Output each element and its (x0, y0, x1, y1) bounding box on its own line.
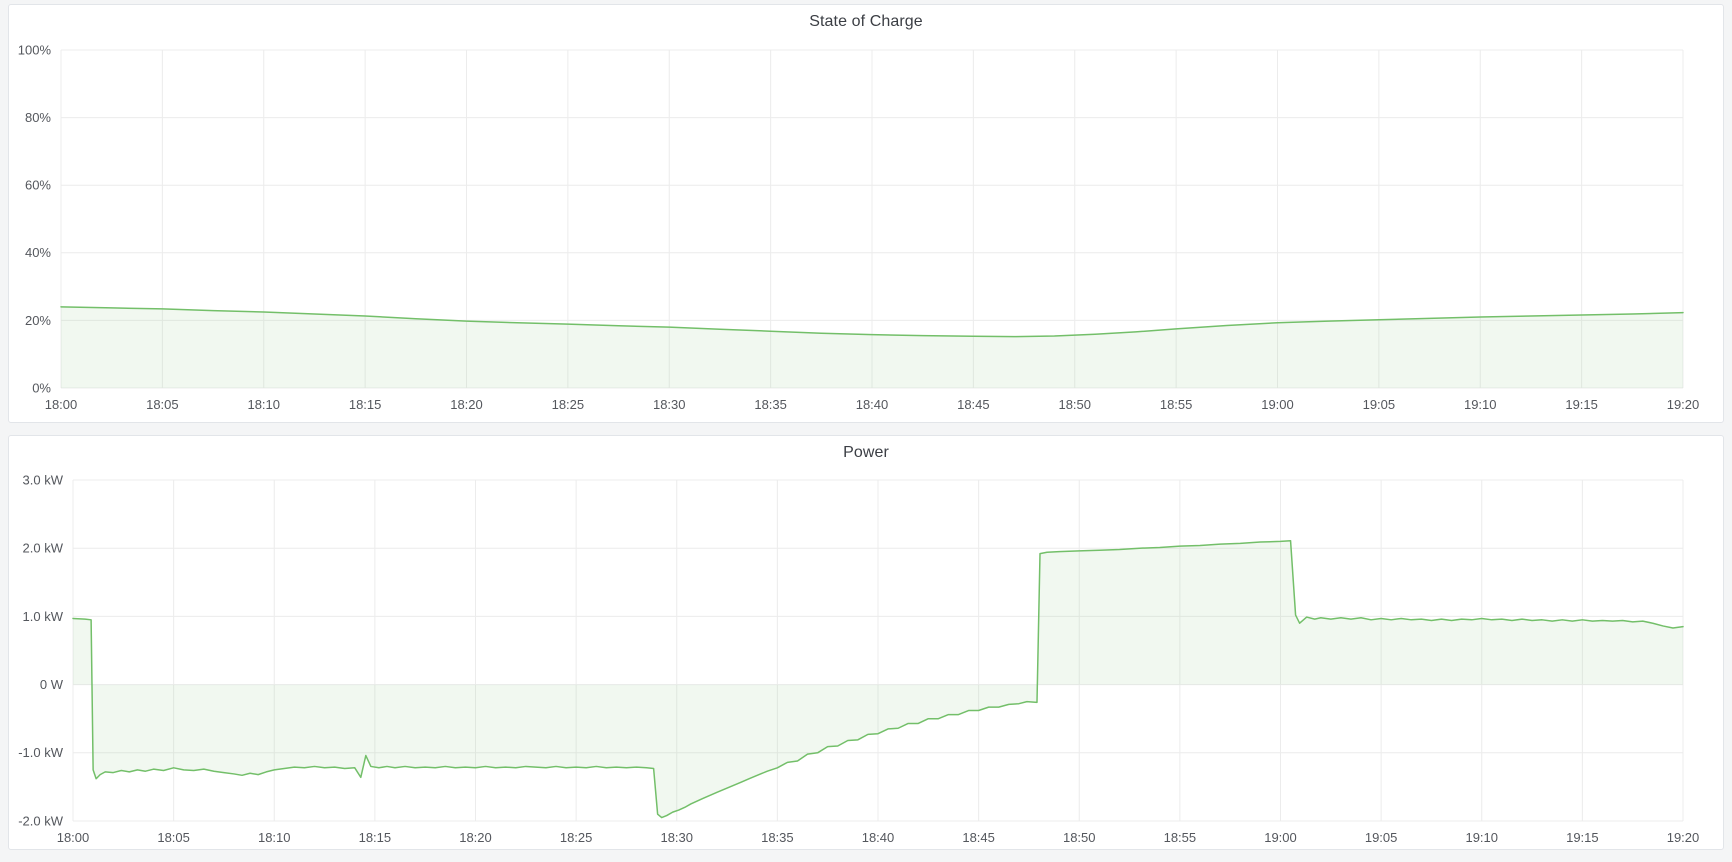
state-of-charge-panel: State of Charge 0% 20% 40% 60% 80% 100% 18:00 1… (8, 4, 1724, 423)
x-axis-tick-label: 18:35 (754, 397, 787, 412)
x-axis-tick-label: 19:15 (1566, 830, 1599, 845)
y-axis-tick-label: -2.0 kW (18, 813, 64, 828)
x-axis-tick-label: 19:00 (1261, 397, 1294, 412)
x-axis-tick-label: 18:05 (146, 397, 179, 412)
y-axis-tick-label: -1.0 kW (18, 745, 64, 760)
x-axis-tick-label: 18:55 (1164, 830, 1197, 845)
x-axis-tick-label: 19:00 (1264, 830, 1297, 845)
x-axis-tick-label: 18:30 (660, 830, 693, 845)
x-axis-tick-label: 19:20 (1667, 397, 1700, 412)
x-axis-tick-label: 18:15 (359, 830, 392, 845)
x-axis-tick-label: 18:05 (157, 830, 190, 845)
y-axis-tick-label: 80% (25, 110, 51, 125)
power-panel: Power -2.0 kW -1.0 kW 0 W 1.0 kW 2.0 kW 3.0 k… (8, 435, 1724, 850)
x-axis-tick-label: 18:55 (1160, 397, 1193, 412)
y-axis-tick-label: 2.0 kW (23, 541, 64, 556)
state-of-charge-chart[interactable]: 0% 20% 40% 60% 80% 100% 18:00 18:05 18:10 18:15 18… (9, 39, 1723, 422)
y-axis-tick-label: 20% (25, 313, 51, 328)
x-axis-tick-label: 19:10 (1464, 397, 1497, 412)
power-panel-title[interactable]: Power (843, 444, 889, 461)
power-chart[interactable]: -2.0 kW -1.0 kW 0 W 1.0 kW 2.0 kW 3.0 kW 18:00… (9, 470, 1723, 849)
x-axis-tick-label: 18:20 (450, 397, 483, 412)
series-fill (73, 540, 1683, 818)
y-axis-tick-label: 0% (32, 380, 51, 395)
series-fill (61, 306, 1683, 388)
series-line (72, 539, 1684, 819)
x-axis-tick-label: 18:00 (57, 830, 90, 845)
x-axis-tick-label: 19:20 (1667, 830, 1700, 845)
x-axis-tick-label: 19:10 (1465, 830, 1498, 845)
x-axis-tick-label: 19:05 (1363, 397, 1396, 412)
x-axis-tick-label: 18:30 (653, 397, 686, 412)
x-axis-tick-label: 18:50 (1063, 830, 1096, 845)
y-axis-tick-label: 3.0 kW (23, 472, 64, 487)
x-axis-tick-label: 18:10 (247, 397, 280, 412)
x-axis-tick-label: 18:20 (459, 830, 492, 845)
x-axis-tick-label: 19:15 (1565, 397, 1598, 412)
x-axis-tick-label: 18:35 (761, 830, 794, 845)
x-axis-tick-label: 18:40 (856, 397, 889, 412)
x-axis-tick-label: 18:25 (552, 397, 585, 412)
power-panel-header: Power (9, 436, 1723, 470)
y-axis-tick-label: 1.0 kW (23, 609, 64, 624)
y-axis-tick-label: 40% (25, 245, 51, 260)
x-axis-tick-label: 18:50 (1058, 397, 1091, 412)
x-axis-tick-label: 18:45 (962, 830, 995, 845)
y-axis-tick-label: 60% (25, 178, 51, 193)
x-axis-tick-label: 18:10 (258, 830, 291, 845)
x-axis-tick-label: 18:40 (862, 830, 895, 845)
x-axis-tick-label: 18:15 (349, 397, 382, 412)
x-axis-tick-label: 18:25 (560, 830, 593, 845)
state-of-charge-panel-header: State of Charge (9, 5, 1723, 39)
x-axis-tick-label: 18:00 (45, 397, 78, 412)
y-axis-tick-label: 0 W (40, 677, 64, 692)
state-of-charge-panel-title[interactable]: State of Charge (809, 13, 923, 30)
series-line (60, 306, 1684, 338)
x-axis-tick-label: 19:05 (1365, 830, 1398, 845)
x-axis-tick-label: 18:45 (957, 397, 990, 412)
y-axis-tick-label: 100% (18, 42, 52, 57)
